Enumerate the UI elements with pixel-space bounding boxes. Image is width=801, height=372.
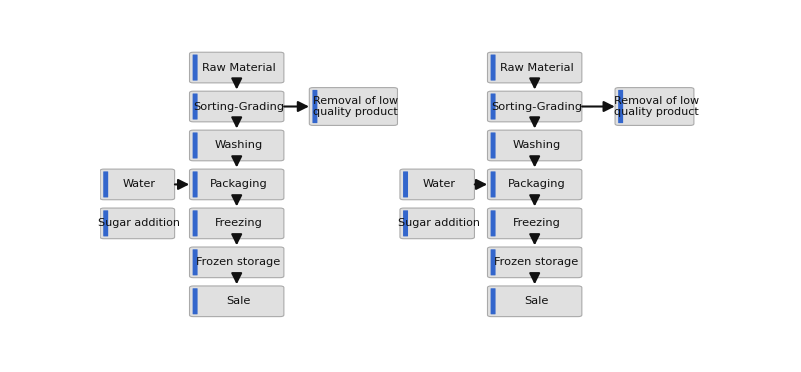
FancyBboxPatch shape (192, 93, 198, 119)
FancyBboxPatch shape (488, 169, 582, 200)
FancyBboxPatch shape (490, 55, 496, 81)
FancyBboxPatch shape (100, 169, 175, 200)
Text: Sorting-Grading: Sorting-Grading (193, 102, 284, 112)
Text: Frozen storage: Frozen storage (494, 257, 578, 267)
FancyBboxPatch shape (190, 247, 284, 278)
FancyBboxPatch shape (103, 171, 108, 198)
Text: Removal of low
quality product: Removal of low quality product (614, 96, 699, 117)
FancyBboxPatch shape (100, 208, 175, 239)
FancyBboxPatch shape (403, 210, 408, 237)
Text: Raw Material: Raw Material (500, 62, 574, 73)
FancyBboxPatch shape (190, 130, 284, 161)
FancyBboxPatch shape (488, 208, 582, 239)
FancyBboxPatch shape (400, 208, 474, 239)
FancyBboxPatch shape (488, 52, 582, 83)
Text: Packaging: Packaging (210, 179, 268, 189)
Text: Washing: Washing (513, 141, 561, 150)
Text: Water: Water (123, 179, 155, 189)
FancyBboxPatch shape (615, 87, 694, 125)
FancyBboxPatch shape (490, 93, 496, 119)
FancyBboxPatch shape (488, 130, 582, 161)
FancyBboxPatch shape (190, 91, 284, 122)
Text: Sugar addition: Sugar addition (99, 218, 180, 228)
FancyBboxPatch shape (192, 132, 198, 158)
FancyBboxPatch shape (490, 210, 496, 237)
Text: Water: Water (423, 179, 456, 189)
FancyBboxPatch shape (400, 169, 474, 200)
FancyBboxPatch shape (192, 55, 198, 81)
FancyBboxPatch shape (190, 169, 284, 200)
FancyBboxPatch shape (490, 132, 496, 158)
FancyBboxPatch shape (309, 87, 397, 125)
FancyBboxPatch shape (488, 286, 582, 317)
FancyBboxPatch shape (312, 90, 317, 123)
FancyBboxPatch shape (490, 249, 496, 275)
Text: Sale: Sale (227, 296, 251, 306)
FancyBboxPatch shape (190, 208, 284, 239)
Text: Freezing: Freezing (513, 218, 561, 228)
FancyBboxPatch shape (490, 171, 496, 198)
FancyBboxPatch shape (618, 90, 623, 123)
FancyBboxPatch shape (190, 286, 284, 317)
FancyBboxPatch shape (190, 52, 284, 83)
FancyBboxPatch shape (488, 91, 582, 122)
Text: Raw Material: Raw Material (202, 62, 276, 73)
Text: Frozen storage: Frozen storage (196, 257, 280, 267)
FancyBboxPatch shape (403, 171, 408, 198)
FancyBboxPatch shape (103, 210, 108, 237)
Text: Sale: Sale (525, 296, 549, 306)
Text: Washing: Washing (215, 141, 263, 150)
FancyBboxPatch shape (192, 249, 198, 275)
FancyBboxPatch shape (488, 247, 582, 278)
FancyBboxPatch shape (192, 171, 198, 198)
FancyBboxPatch shape (192, 210, 198, 237)
Text: Packaging: Packaging (508, 179, 566, 189)
Text: Sorting-Grading: Sorting-Grading (491, 102, 582, 112)
Text: Removal of low
quality product: Removal of low quality product (312, 96, 398, 117)
Text: Freezing: Freezing (215, 218, 263, 228)
FancyBboxPatch shape (490, 288, 496, 314)
Text: Sugar addition: Sugar addition (398, 218, 480, 228)
FancyBboxPatch shape (192, 288, 198, 314)
